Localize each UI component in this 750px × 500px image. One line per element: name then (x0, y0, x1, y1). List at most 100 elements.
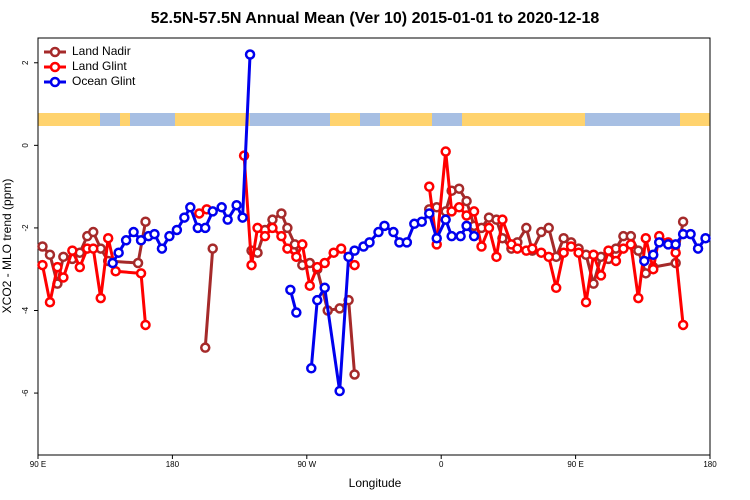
series-line (111, 54, 707, 393)
data-point (113, 247, 124, 258)
data-point (536, 247, 547, 258)
data-point (476, 241, 487, 252)
data-point (580, 296, 592, 308)
data-point (222, 214, 233, 225)
x-tick-label: 180 (703, 460, 717, 469)
data-point (648, 249, 659, 261)
y-tick-label: 0 (21, 143, 30, 148)
data-point (107, 257, 118, 269)
legend-marker (49, 76, 61, 88)
data-point (312, 261, 323, 273)
series-line (41, 187, 685, 375)
data-point (431, 232, 442, 244)
data-point (468, 230, 480, 242)
data-point (670, 239, 681, 250)
data-point (565, 241, 577, 252)
y-tick-label: -6 (21, 389, 30, 397)
data-point (440, 146, 451, 157)
legend-item: Land Nadir (44, 44, 131, 58)
data-point (132, 257, 144, 269)
data-point (156, 243, 168, 254)
data-point (700, 232, 711, 244)
data-point (388, 226, 399, 238)
data-point (343, 251, 354, 263)
data-point (276, 230, 287, 242)
x-tick-label: 90 E (567, 460, 583, 469)
data-point (521, 222, 532, 234)
data-point (677, 216, 689, 227)
data-point (185, 202, 196, 213)
data-point (603, 245, 614, 256)
data-point (640, 232, 652, 244)
legend-marker (49, 61, 61, 73)
data-point (670, 247, 681, 258)
data-point (276, 208, 287, 219)
data-point (44, 249, 56, 261)
data-point (364, 237, 375, 248)
data-point (453, 202, 465, 213)
data-point (468, 206, 480, 217)
data-point (102, 232, 114, 244)
data-point (558, 232, 569, 244)
data-point (455, 230, 466, 242)
data-point (461, 195, 472, 207)
data-point (653, 237, 665, 248)
y-tick-label: -4 (21, 306, 30, 314)
legend-label: Ocean Glint (72, 74, 136, 88)
data-point (610, 255, 622, 267)
legend-marker (49, 46, 61, 58)
data-point (497, 214, 508, 225)
data-point (291, 251, 302, 263)
data-point (491, 251, 502, 263)
data-point (207, 206, 218, 217)
data-point (304, 280, 316, 291)
data-point (128, 226, 139, 238)
data-point (446, 206, 457, 217)
data-point (285, 284, 296, 296)
data-point (74, 261, 86, 273)
data-point (267, 222, 278, 234)
legend-label: Land Nadir (72, 44, 131, 58)
data-point (328, 247, 339, 258)
data-point (349, 245, 360, 256)
data-point (461, 220, 472, 232)
data-point (483, 222, 495, 234)
data-point (639, 255, 650, 267)
data-point (231, 199, 242, 211)
x-tick-label: 90 W (297, 460, 316, 469)
data-point (588, 249, 599, 261)
data-point (685, 228, 696, 240)
data-point (216, 202, 227, 213)
data-point (164, 230, 175, 242)
data-point (306, 363, 317, 374)
data-point (259, 230, 271, 242)
chart-title: 52.5N-57.5N Annual Mean (Ver 10) 2015-01… (151, 10, 600, 27)
data-point (282, 222, 293, 234)
data-point (88, 226, 99, 238)
y-axis-label: XCO2 - MLO trend (ppm) (0, 179, 14, 314)
data-point (282, 243, 293, 254)
data-point (677, 319, 689, 331)
data-point (120, 235, 132, 246)
y-tick-label: 2 (21, 60, 30, 65)
data-point (297, 239, 308, 250)
data-point (140, 216, 151, 227)
data-point (149, 228, 160, 240)
data-point (291, 307, 302, 318)
data-point (110, 266, 121, 277)
data-point (573, 247, 584, 258)
x-tick-label: 90 E (30, 460, 46, 469)
data-point (453, 183, 465, 194)
data-point (349, 259, 360, 271)
y-tick-label: -2 (21, 224, 30, 232)
data-point (349, 369, 360, 380)
data-point (527, 243, 538, 254)
data-point (618, 243, 629, 254)
data-point (44, 296, 56, 308)
data-point (135, 268, 147, 279)
data-point (237, 212, 248, 223)
map-strip (38, 113, 710, 126)
data-point (194, 208, 205, 219)
x-axis-label: Longitude (349, 476, 402, 490)
